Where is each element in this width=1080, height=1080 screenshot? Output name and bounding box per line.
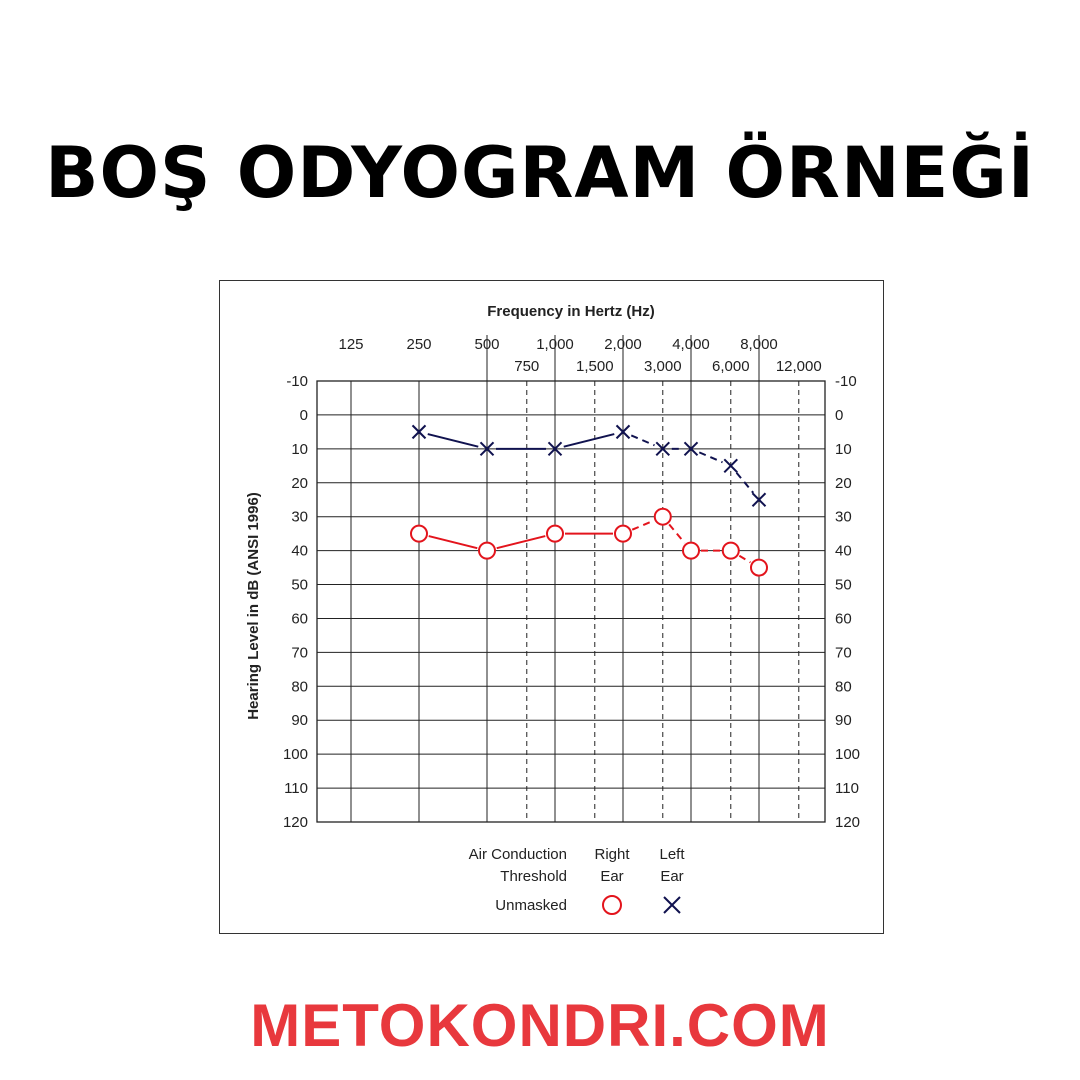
right-ear-point — [546, 524, 564, 543]
right-ear-segment — [428, 535, 478, 550]
y-tick-label-left: 10 — [291, 441, 308, 458]
right-ear-point — [410, 524, 428, 543]
y-tick-label-right: 20 — [835, 475, 852, 492]
page-title: BOŞ ODYOGRAM ÖRNEĞİ — [45, 132, 1035, 214]
legend-heading-line2: Threshold — [500, 868, 567, 885]
right-ear-point — [653, 507, 672, 526]
y-tick-label-right: -10 — [835, 373, 857, 390]
left-ear-segment — [735, 472, 755, 494]
y-tick-label-left: 90 — [291, 712, 308, 729]
y-tick-label-left: 70 — [291, 644, 308, 661]
left-ear-segment — [698, 451, 723, 464]
right-ear-point — [614, 524, 632, 543]
left-ear-point — [683, 441, 699, 457]
x-tick-label-interoctave: 1,500 — [576, 358, 614, 375]
y-tick-label-left: 110 — [284, 780, 308, 797]
right-ear-segment — [668, 523, 686, 544]
right-ear-point — [721, 541, 740, 560]
legend-unmasked-label: Unmasked — [495, 897, 567, 914]
right-ear-segment — [496, 535, 546, 550]
cross-stroke — [751, 492, 767, 507]
cross-stroke — [723, 458, 738, 474]
legend-cross-icon — [663, 896, 681, 914]
legend-heading-line1: Air Conduction — [469, 846, 567, 863]
right-ear-segment — [631, 519, 654, 531]
legend-cross-mark — [663, 896, 681, 914]
left-ear-segment — [427, 433, 479, 448]
x-tick-label-interoctave: 12,000 — [776, 358, 822, 375]
y-tick-label-right: 50 — [835, 577, 852, 594]
y-tick-label-left: 40 — [291, 543, 308, 560]
x-tick-label-octave: 125 — [338, 336, 363, 353]
legend-left-ear-line1: Left — [659, 846, 685, 863]
y-tick-label-right: 60 — [835, 610, 852, 627]
left-ear-point — [479, 441, 495, 457]
x-tick-label-interoctave: 3,000 — [644, 358, 682, 375]
cross-stroke — [411, 424, 427, 440]
legend-right-ear-line2: Ear — [600, 868, 623, 885]
left-ear-point — [411, 424, 427, 440]
y-tick-label-right: 80 — [835, 678, 852, 695]
x-tick-label-interoctave: 6,000 — [712, 358, 750, 375]
cross-stroke — [655, 441, 670, 457]
cross-stroke — [615, 424, 631, 440]
x-tick-label-octave: 250 — [406, 336, 431, 353]
y-tick-label-right: 0 — [835, 407, 843, 424]
left-ear-segment — [630, 434, 655, 447]
left-ear-segment — [563, 433, 615, 448]
plot-border — [316, 380, 826, 823]
cross-stroke — [683, 441, 699, 457]
left-ear-point — [615, 424, 631, 440]
left-ear-point — [547, 441, 563, 457]
audiogram-frame: Frequency in Hertz (Hz) Hearing Level in… — [219, 280, 884, 934]
y-tick-label-right: 100 — [835, 746, 860, 763]
legend-left-ear-line2: Ear — [660, 868, 683, 885]
y-tick-label-right: 90 — [835, 712, 852, 729]
right-ear-point — [750, 558, 768, 577]
left-ear-point — [655, 441, 670, 457]
cross-stroke — [547, 441, 563, 457]
right-ear-segment — [738, 554, 751, 564]
y-tick-label-left: 30 — [291, 509, 308, 526]
y-tick-label-right: 120 — [835, 814, 860, 831]
y-axis-title: Hearing Level in dB (ANSI 1996) — [245, 492, 262, 720]
legend-circle-icon — [602, 895, 622, 915]
legend-right-ear-line1: Right — [594, 846, 630, 863]
y-tick-label-left: 80 — [291, 678, 308, 695]
y-tick-label-left: 60 — [291, 610, 308, 627]
y-tick-label-right: 110 — [835, 780, 859, 797]
y-tick-label-right: 30 — [835, 509, 852, 526]
audiogram-chart: Frequency in Hertz (Hz) Hearing Level in… — [245, 303, 860, 915]
right-ear-point — [478, 541, 496, 560]
y-tick-label-left: 120 — [283, 814, 308, 831]
y-tick-label-right: 10 — [835, 441, 852, 458]
left-ear-point — [751, 492, 767, 507]
right-ear-point — [682, 541, 700, 560]
y-tick-label-right: 70 — [835, 644, 852, 661]
x-tick-label-interoctave: 750 — [514, 358, 539, 375]
y-tick-label-left: 100 — [283, 746, 308, 763]
left-ear-point — [723, 458, 738, 474]
y-tick-label-left: -10 — [286, 373, 308, 390]
cross-stroke — [479, 441, 495, 457]
site-footer: METOKONDRI.COM — [250, 992, 830, 1059]
y-tick-label-left: 50 — [291, 577, 308, 594]
y-tick-label-right: 40 — [835, 543, 852, 560]
y-tick-label-left: 20 — [291, 475, 308, 492]
x-axis-title: Frequency in Hertz (Hz) — [487, 303, 655, 320]
y-tick-label-left: 0 — [300, 407, 308, 424]
cross-stroke — [663, 896, 681, 914]
